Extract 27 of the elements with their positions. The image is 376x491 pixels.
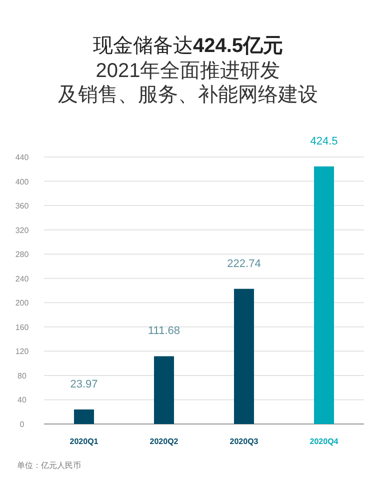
y-tick-label: 440 — [15, 153, 30, 162]
y-tick-label: 240 — [15, 274, 30, 284]
y-tick-label: 400 — [15, 177, 30, 186]
y-tick-label: 160 — [15, 322, 30, 332]
y-tick-label: 280 — [15, 250, 30, 260]
bar — [314, 166, 334, 424]
y-tick-label: 360 — [15, 202, 30, 211]
data-label: 222.74 — [227, 258, 261, 270]
bar — [74, 409, 94, 424]
x-tick-label: 2020Q3 — [230, 437, 259, 446]
bar — [234, 288, 254, 424]
x-tick-label: 2020Q2 — [150, 437, 179, 446]
y-tick-label: 80 — [18, 371, 27, 380]
subtitle: 2021年全面推进研发及销售、服务、补能网络建设 — [58, 60, 318, 106]
data-label: 23.97 — [70, 378, 98, 390]
y-tick-label: 200 — [15, 298, 30, 308]
title: 现金储备达424.5亿元 — [92, 35, 284, 57]
y-tick-label: 320 — [15, 226, 30, 235]
data-label: 424.5 — [310, 135, 338, 148]
data-label: 111.68 — [148, 325, 180, 338]
y-tick-label: 0 — [20, 420, 25, 429]
x-tick-label: 2020Q1 — [70, 437, 99, 446]
y-tick-label: 120 — [15, 347, 30, 356]
text: 单位：亿元人民币 — [17, 461, 81, 470]
y-tick-label: 40 — [18, 396, 27, 405]
x-tick-label: 2020Q4 — [310, 437, 339, 446]
bar — [154, 356, 174, 424]
